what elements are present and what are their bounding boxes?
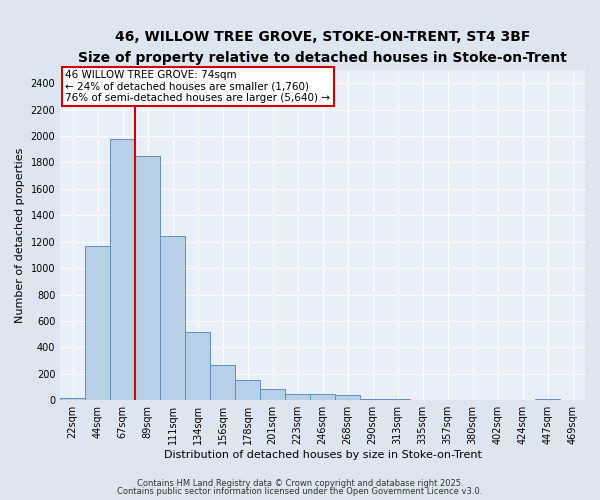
Bar [360,398,385,400]
Bar [285,394,310,400]
Bar [335,395,360,400]
Bar [85,246,110,400]
Bar [385,399,410,400]
Bar [535,399,560,400]
Y-axis label: Number of detached properties: Number of detached properties [15,148,25,323]
Bar [135,156,160,400]
X-axis label: Distribution of detached houses by size in Stoke-on-Trent: Distribution of detached houses by size … [164,450,482,460]
Title: 46, WILLOW TREE GROVE, STOKE-ON-TRENT, ST4 3BF
Size of property relative to deta: 46, WILLOW TREE GROVE, STOKE-ON-TRENT, S… [78,30,567,64]
Bar [235,380,260,400]
Bar [60,398,85,400]
Text: Contains public sector information licensed under the Open Government Licence v3: Contains public sector information licen… [118,487,482,496]
Bar [260,389,285,400]
Bar [310,394,335,400]
Text: 46 WILLOW TREE GROVE: 74sqm
← 24% of detached houses are smaller (1,760)
76% of : 46 WILLOW TREE GROVE: 74sqm ← 24% of det… [65,70,331,103]
Bar [160,236,185,400]
Text: Contains HM Land Registry data © Crown copyright and database right 2025.: Contains HM Land Registry data © Crown c… [137,478,463,488]
Bar [185,332,210,400]
Bar [210,364,235,400]
Bar [110,138,135,400]
